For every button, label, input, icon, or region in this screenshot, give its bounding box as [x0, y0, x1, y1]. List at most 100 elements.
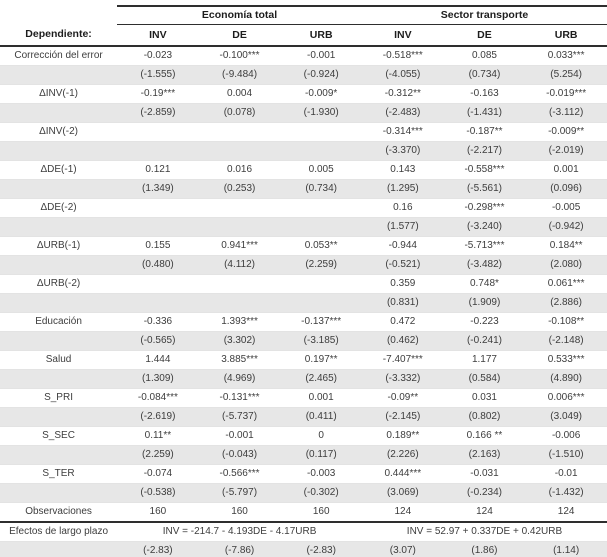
coefficient-cell — [280, 198, 362, 218]
tstat-cell: (0.831) — [362, 293, 444, 313]
observations-cell: 160 — [280, 502, 362, 523]
tstat-cell — [280, 293, 362, 313]
tstat-cell: (-0.043) — [198, 445, 281, 465]
coefficient-cell: -0.19*** — [117, 84, 199, 104]
long-run-effects-row: Efectos de largo plazo INV = -214.7 - 4.1… — [0, 521, 607, 542]
table-row-tstats: (-2.619) (-5.737) (0.411) (-2.145) (0.802) (3… — [0, 407, 607, 427]
observations-cell: 124 — [443, 502, 526, 523]
tstat-cell: (0.117) — [280, 445, 362, 465]
tstat-cell: (-1.510) — [525, 445, 607, 465]
coefficient-cell: 0 — [280, 426, 362, 446]
tstat-cell: (2.080) — [525, 255, 607, 275]
row-label-empty — [0, 445, 118, 465]
tstat-cell: (3.069) — [362, 483, 444, 503]
coefficient-cell — [280, 274, 362, 294]
coefficient-cell: 0.941*** — [198, 236, 281, 256]
coefficient-cell: -0.084*** — [117, 388, 199, 408]
table-row-coefficients: ΔDE(-2) 0.16 -0.298*** -0.005 — [0, 198, 607, 218]
row-label-empty — [0, 65, 118, 85]
tstat-cell: (4.112) — [198, 255, 281, 275]
row-label-empty — [0, 407, 118, 427]
coefficient-cell: -0.003 — [280, 464, 362, 484]
coefficient-cell: -0.187** — [443, 122, 526, 142]
corner-cell — [0, 6, 117, 24]
row-label: ΔDE(-2) — [0, 198, 118, 218]
table-row-tstats: (2.259) (-0.043) (0.117) (2.226) (2.163) (-1.… — [0, 445, 607, 465]
tstat-cell: (2.259) — [280, 255, 362, 275]
coefficient-cell: 0.005 — [280, 160, 362, 180]
coefficient-cell: -0.031 — [443, 464, 526, 484]
tstat-cell: (-3.240) — [443, 217, 526, 237]
observations-row: Observaciones 160 160 160 124 124 124 — [0, 502, 607, 523]
coefficient-cell: 0.155 — [117, 236, 199, 256]
coefficient-cell: -0.001 — [280, 45, 362, 66]
regression-table: Economía total Sector transporte Dependi… — [0, 5, 607, 557]
coefficient-cell: 0.197** — [280, 350, 362, 370]
table-row-coefficients: ΔDE(-1) 0.121 0.016 0.005 0.143 -0.558*** 0.00… — [0, 160, 607, 180]
tstat-cell: (1.86) — [443, 541, 526, 557]
row-label: ΔURB(-2) — [0, 274, 118, 294]
row-label: ΔURB(-1) — [0, 236, 118, 256]
tstat-cell: (0.802) — [443, 407, 526, 427]
table-row-coefficients: ΔINV(-1) -0.19*** 0.004 -0.009* -0.312** -0.1… — [0, 84, 607, 104]
table-row-tstats: (1.577) (-3.240) (-0.942) — [0, 217, 607, 237]
coefficient-cell: -0.312** — [362, 84, 444, 104]
coefficient-cell: 0.444*** — [362, 464, 444, 484]
tstat-cell: (-0.924) — [280, 65, 362, 85]
tstat-cell: (4.969) — [198, 369, 281, 389]
coefficient-cell: -0.009** — [525, 122, 607, 142]
coefficient-cell — [198, 122, 281, 142]
coefficient-cell: -0.001 — [198, 426, 281, 446]
tstat-cell: (-3.332) — [362, 369, 444, 389]
coefficient-cell: 0.001 — [525, 160, 607, 180]
tstat-cell: (2.163) — [443, 445, 526, 465]
coefficient-cell: 0.748* — [443, 274, 526, 294]
coefficient-cell: -0.09** — [362, 388, 444, 408]
tstat-cell: (4.890) — [525, 369, 607, 389]
group-header-economia-total: Economía total — [117, 5, 362, 25]
tstat-cell: (1.309) — [117, 369, 199, 389]
table-row-coefficients: S_TER -0.074 -0.566*** -0.003 0.444*** -0.031… — [0, 464, 607, 484]
row-label-empty — [0, 217, 118, 237]
table-row-coefficients: Corrección del error -0.023 -0.100*** -0.00… — [0, 45, 607, 66]
tstat-cell: (3.049) — [525, 407, 607, 427]
tstat-cell: (2.465) — [280, 369, 362, 389]
coefficient-cell: 0.11** — [117, 426, 199, 446]
coefficient-cell: -0.074 — [117, 464, 199, 484]
row-label-empty — [0, 141, 118, 161]
tstat-cell: (-2.148) — [525, 331, 607, 351]
row-label-empty — [0, 541, 118, 557]
tstat-cell: (-0.234) — [443, 483, 526, 503]
tstat-cell: (-2.483) — [362, 103, 444, 123]
column-header-row: Dependiente: INV DE URB INV DE URB — [0, 24, 607, 47]
coefficient-cell: -0.01 — [525, 464, 607, 484]
col-header-urb-2: URB — [525, 24, 607, 47]
coefficient-cell: -0.009* — [280, 84, 362, 104]
tstat-cell — [280, 217, 362, 237]
observations-cell: 124 — [525, 502, 607, 523]
coefficient-cell: -0.137*** — [280, 312, 362, 332]
tstat-cell: (1.295) — [362, 179, 444, 199]
tstat-cell: (-2.83) — [280, 541, 362, 557]
tstat-cell: (2.886) — [525, 293, 607, 313]
row-label-empty — [0, 483, 118, 503]
row-label: Corrección del error — [0, 45, 118, 66]
tstat-cell: (-0.565) — [117, 331, 199, 351]
tstat-cell: (-0.521) — [362, 255, 444, 275]
tstat-cell: (1.577) — [362, 217, 444, 237]
tstat-cell — [117, 293, 199, 313]
coefficient-cell: -0.566*** — [198, 464, 281, 484]
tstat-cell: (-2.859) — [117, 103, 199, 123]
table-row-coefficients: ΔINV(-2) -0.314*** -0.187** -0.009** — [0, 122, 607, 142]
coefficient-cell: 0.061*** — [525, 274, 607, 294]
coefficient-cell: -0.298*** — [443, 198, 526, 218]
table-row-tstats: (-1.555) (-9.484) (-0.924) (-4.055) (0.734)(… — [0, 65, 607, 85]
coefficient-cell: 0.184** — [525, 236, 607, 256]
row-label: Efectos de largo plazo — [0, 521, 118, 542]
tstat-cell: (-3.482) — [443, 255, 526, 275]
observations-cell: 160 — [198, 502, 281, 523]
tstat-cell: (0.096) — [525, 179, 607, 199]
table-row-tstats: (0.831) (1.909) (2.886) — [0, 293, 607, 313]
tstat-cell: (1.14) — [525, 541, 607, 557]
